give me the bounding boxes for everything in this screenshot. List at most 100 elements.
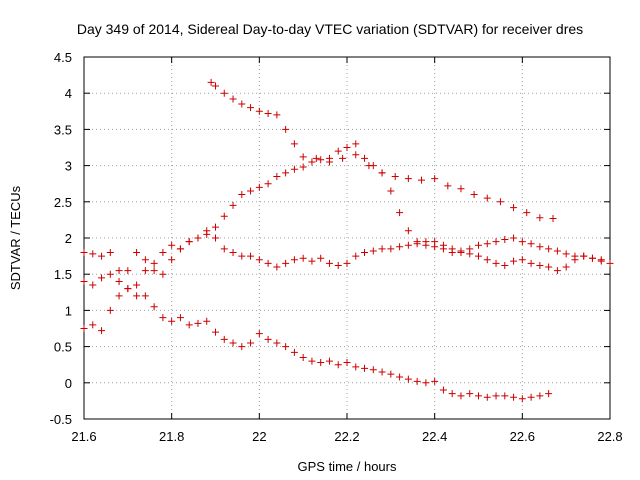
data-point xyxy=(115,277,123,285)
data-point xyxy=(106,270,114,278)
data-point xyxy=(606,259,614,267)
y-axis-ticks: -0.5 0 0.5 1 1.5 2 2.5 3 3.5 4 4.5 xyxy=(50,50,610,427)
data-point xyxy=(378,169,386,177)
data-point xyxy=(168,317,176,325)
data-point xyxy=(536,392,544,400)
data-point xyxy=(369,247,377,255)
data-point xyxy=(448,245,456,253)
data-point xyxy=(255,183,263,191)
data-point xyxy=(404,175,412,183)
data-point xyxy=(229,339,237,347)
data-point xyxy=(439,241,447,249)
data-point xyxy=(317,156,325,164)
data-point xyxy=(203,317,211,325)
data-point xyxy=(545,390,553,398)
data-point xyxy=(220,335,228,343)
data-point xyxy=(185,321,193,329)
data-point xyxy=(536,243,544,251)
data-point xyxy=(106,248,114,256)
data-point xyxy=(352,363,360,371)
data-point xyxy=(273,111,281,119)
data-point xyxy=(325,154,333,162)
data-point xyxy=(299,153,307,161)
data-point xyxy=(527,393,535,401)
data-point xyxy=(106,306,114,314)
data-point xyxy=(255,330,263,338)
data-point xyxy=(133,281,141,289)
data-point xyxy=(176,314,184,322)
data-point xyxy=(431,175,439,183)
data-point xyxy=(80,277,88,285)
data-point xyxy=(422,379,430,387)
x-tick-label: 22 xyxy=(252,429,266,444)
y-tick-label: 4.5 xyxy=(54,50,72,65)
data-point xyxy=(238,343,246,351)
data-point xyxy=(124,285,132,293)
data-point xyxy=(387,245,395,253)
data-point xyxy=(238,252,246,260)
data-point xyxy=(325,357,333,365)
data-point xyxy=(247,252,255,260)
data-point xyxy=(343,259,351,267)
data-point xyxy=(238,191,246,199)
chart-title: Day 349 of 2014, Sidereal Day-to-day VTE… xyxy=(77,21,583,37)
data-point xyxy=(255,107,263,115)
data-point xyxy=(545,245,553,253)
data-point xyxy=(98,327,106,335)
data-point xyxy=(325,259,333,267)
x-tick-label: 21.8 xyxy=(159,429,184,444)
data-point xyxy=(185,238,193,246)
data-point xyxy=(431,238,439,246)
data-point xyxy=(457,185,465,193)
data-point xyxy=(492,392,500,400)
data-point xyxy=(444,182,452,190)
data-point xyxy=(597,257,605,265)
data-point xyxy=(212,223,219,231)
data-point xyxy=(150,303,158,311)
data-point xyxy=(413,377,421,385)
data-point xyxy=(369,162,377,170)
y-tick-label: 0.5 xyxy=(54,340,72,355)
data-point xyxy=(317,254,325,262)
data-point xyxy=(553,247,561,255)
data-point xyxy=(352,151,360,159)
y-tick-label: 3 xyxy=(65,159,72,174)
data-point xyxy=(496,198,504,206)
data-point xyxy=(273,339,281,347)
y-tick-label: 1 xyxy=(65,303,72,318)
data-point xyxy=(264,180,272,188)
data-point xyxy=(308,158,316,166)
data-point xyxy=(264,259,272,267)
data-point xyxy=(282,259,290,267)
data-point xyxy=(396,373,404,381)
data-point xyxy=(89,321,97,329)
data-point xyxy=(290,348,298,356)
data-point xyxy=(159,270,167,278)
x-tick-label: 22.6 xyxy=(510,429,535,444)
data-point xyxy=(247,187,255,195)
x-tick-label: 21.6 xyxy=(71,429,96,444)
data-point xyxy=(470,191,478,199)
data-point xyxy=(404,241,412,249)
y-tick-label: 3.5 xyxy=(54,122,72,137)
data-point xyxy=(229,248,237,256)
data-point xyxy=(115,292,123,300)
data-point xyxy=(396,209,404,217)
data-point xyxy=(361,364,369,372)
data-point xyxy=(247,339,255,347)
data-point xyxy=(571,256,579,264)
data-point xyxy=(89,281,97,289)
data-point xyxy=(343,359,351,367)
data-point xyxy=(396,243,404,251)
data-point xyxy=(545,263,553,271)
data-point xyxy=(282,343,290,351)
data-point xyxy=(150,259,158,267)
data-point xyxy=(553,267,561,275)
data-point xyxy=(98,274,106,282)
data-point xyxy=(492,259,500,267)
data-point xyxy=(475,252,482,260)
data-point xyxy=(159,314,167,322)
data-points xyxy=(80,78,614,403)
x-tick-label: 22.4 xyxy=(422,429,447,444)
data-point xyxy=(457,392,465,400)
